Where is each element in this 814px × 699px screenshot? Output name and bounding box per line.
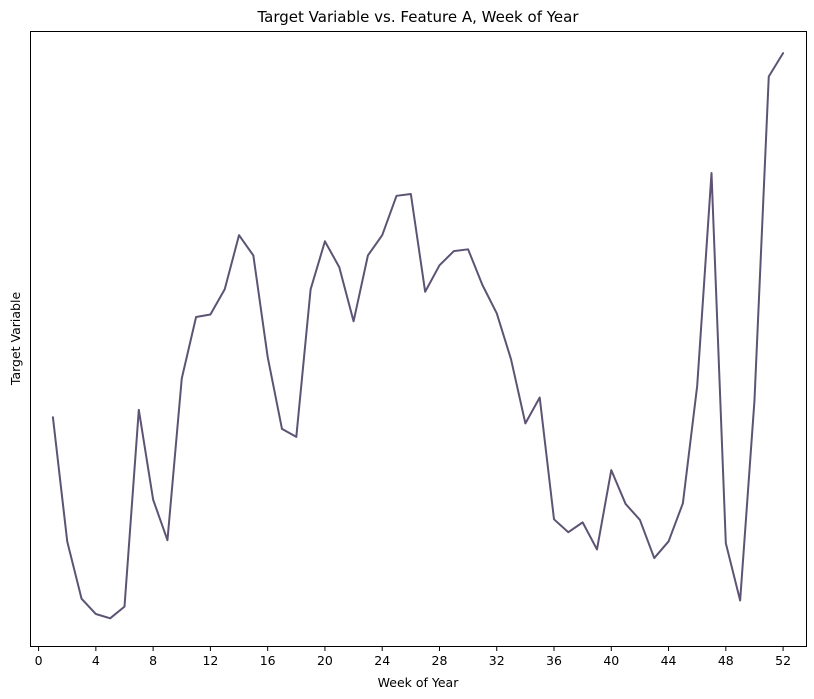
x-tick-label: 8: [149, 653, 157, 668]
x-tick-label: 48: [718, 653, 734, 668]
chart-title: Target Variable vs. Feature A, Week of Y…: [257, 8, 580, 26]
series-line: [51, 52, 785, 620]
x-tick-label: 16: [260, 653, 276, 668]
x-tick-label: 24: [374, 653, 390, 668]
x-tick-label: 52: [775, 653, 791, 668]
x-tick-label: 28: [432, 653, 448, 668]
x-axis-label: Week of Year: [378, 675, 460, 690]
x-tick-label: 36: [546, 653, 562, 668]
y-axis-label: Target Variable: [8, 292, 23, 387]
x-tick-label: 12: [202, 653, 218, 668]
x-tick-label: 44: [661, 653, 677, 668]
x-tick-label: 0: [35, 653, 43, 668]
x-tick-label: 32: [489, 653, 505, 668]
x-tick-label: 4: [92, 653, 100, 668]
x-axis-ticks: 0 4 8 12 16 20 24 28 32 36 40 44 48 52: [35, 646, 791, 668]
plot-frame: [30, 31, 807, 647]
x-tick-label: 20: [317, 653, 333, 668]
x-tick-label: 40: [603, 653, 619, 668]
